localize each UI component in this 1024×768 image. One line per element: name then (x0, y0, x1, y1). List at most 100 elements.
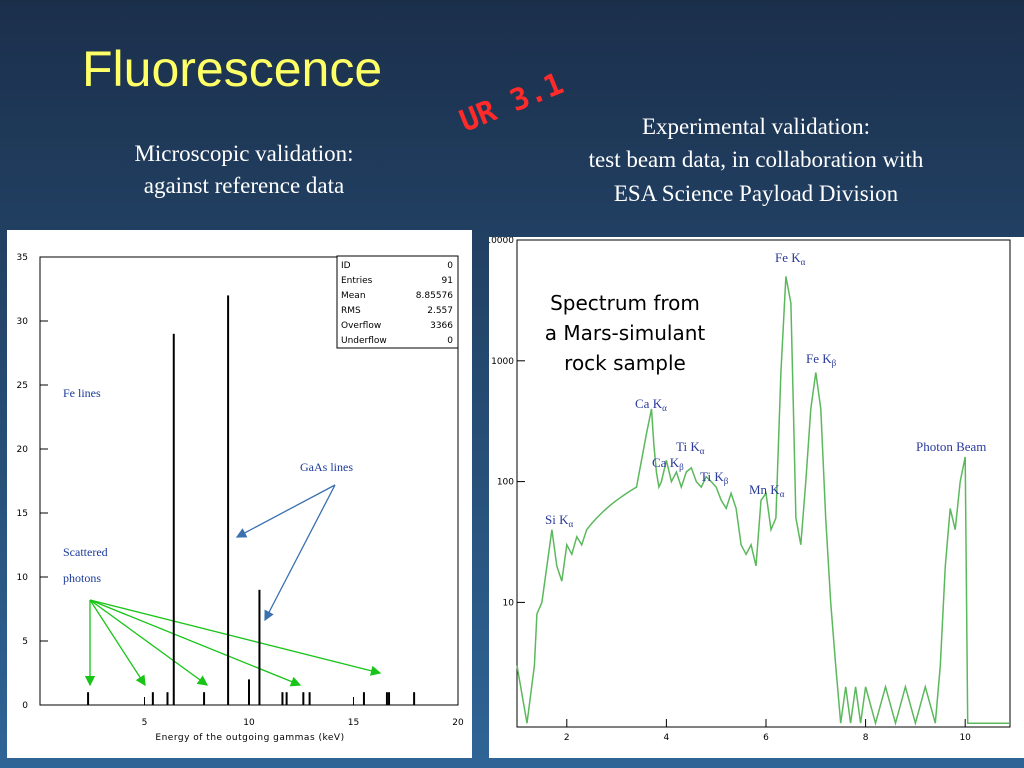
peak-label-sub: α (700, 446, 705, 456)
peak-label-sub: β (679, 462, 684, 472)
stats-box (336, 255, 459, 349)
peak-label: Ca Kα (635, 396, 667, 413)
peak-label-text: Mn K (749, 482, 780, 497)
x-axis-label: Energy of the outgoing gammas (keV) (155, 733, 344, 743)
bar (281, 692, 284, 705)
arrows (84, 484, 382, 687)
peak-label-sub: β (724, 476, 729, 486)
annotation: photons (63, 571, 101, 585)
y-tick-label: 10 (17, 573, 29, 583)
peak-label-text: Fe K (806, 351, 832, 366)
bar (285, 692, 288, 705)
x-tick-label: 8 (863, 733, 869, 743)
x-tick-label: 10 (959, 733, 971, 743)
bar (248, 679, 250, 705)
caption: against reference data (144, 173, 344, 198)
peak-label-text: Ti K (676, 439, 700, 454)
arrow (89, 599, 146, 687)
slide-title: Fluorescence (82, 41, 382, 97)
bar (166, 692, 169, 705)
peak-label: Si Kα (545, 512, 573, 529)
bar (258, 589, 261, 705)
y-tick-label: 5 (22, 637, 28, 647)
stat-name: Underflow (341, 336, 387, 346)
bar (227, 295, 230, 705)
stat-value: 0 (447, 336, 453, 346)
peak-label: Fe Kα (775, 250, 806, 267)
peak-label-text: Ca K (652, 455, 680, 470)
stat-value: 3366 (430, 321, 453, 331)
bar (413, 692, 416, 705)
note: a Mars-simulant (545, 321, 706, 345)
arrow (235, 484, 336, 538)
stat-name: ID (341, 261, 351, 271)
caption: Experimental validation: (642, 114, 870, 139)
peak-label-sub: β (832, 358, 837, 368)
x-tick-label: 2 (564, 733, 570, 743)
caption: test beam data, in collaboration with (589, 147, 924, 172)
peak-label: Mn Kα (749, 482, 785, 499)
annotation: Fe lines (63, 386, 101, 400)
peak-label: Fe Kβ (806, 351, 837, 368)
y-tick-label: 25 (17, 381, 28, 391)
y-tick-label: 10 (503, 598, 515, 608)
peak-label-text: Ti K (700, 469, 724, 484)
bar (151, 692, 154, 705)
y-tick-label: 30 (17, 317, 29, 327)
stat-name: Entries (341, 276, 373, 286)
stat-value: 91 (442, 276, 453, 286)
y-tick-label: 100 (497, 478, 514, 488)
stat-value: 0 (447, 261, 453, 271)
arrow (89, 599, 382, 676)
peak-label-sub: α (780, 489, 785, 499)
stat-value: 8.85576 (416, 291, 453, 301)
x-tick-label: 4 (664, 733, 670, 743)
x-tick-label: 10 (243, 718, 255, 728)
arrow (89, 599, 209, 686)
note: rock sample (564, 351, 686, 375)
peak-label-text: Fe K (775, 250, 801, 265)
peak-label-sub: α (568, 519, 573, 529)
x-tick-label: 15 (348, 718, 359, 728)
peak-label-sub: α (662, 403, 667, 413)
right-plot-frame (516, 239, 1011, 728)
stat-name: Overflow (341, 321, 381, 331)
caption: ESA Science Payload Division (614, 181, 899, 206)
x-tick-label: 5 (142, 718, 148, 728)
stat-name: RMS (341, 306, 361, 316)
annotation: GaAs lines (300, 460, 353, 474)
stat-value: 2.557 (427, 306, 453, 316)
y-tick-label: 20 (17, 445, 29, 455)
bar (388, 692, 391, 705)
bar (203, 692, 206, 705)
bar (172, 333, 175, 705)
y-tick-label: 15 (17, 509, 28, 519)
bar (87, 692, 90, 705)
bar (308, 692, 311, 705)
y-tick-label: 10000 (485, 236, 514, 246)
y-tick-label: 35 (17, 253, 28, 263)
note: Spectrum from (550, 291, 700, 315)
peak-label: Ca Kβ (652, 455, 684, 472)
bar (362, 692, 365, 705)
peak-label-text: Photon Beam (916, 439, 986, 454)
peak-label: Ti Kβ (700, 469, 729, 486)
caption: Microscopic validation: (134, 141, 353, 166)
bar (302, 692, 305, 705)
right-panel (489, 237, 1024, 758)
arrow (89, 599, 302, 687)
arrow (264, 484, 336, 622)
x-tick-label: 20 (452, 718, 464, 728)
peak-label-sub: α (801, 257, 806, 267)
annotation: Scattered (63, 545, 108, 559)
y-tick-label: 1000 (491, 357, 514, 367)
stat-name: Mean (341, 291, 366, 301)
peak-label: Photon Beam (916, 439, 986, 454)
x-tick-label: 6 (763, 733, 769, 743)
peak-label-text: Ca K (635, 396, 663, 411)
y-tick-label: 0 (22, 701, 28, 711)
spectrum-line (516, 276, 1010, 727)
bar (385, 692, 388, 705)
